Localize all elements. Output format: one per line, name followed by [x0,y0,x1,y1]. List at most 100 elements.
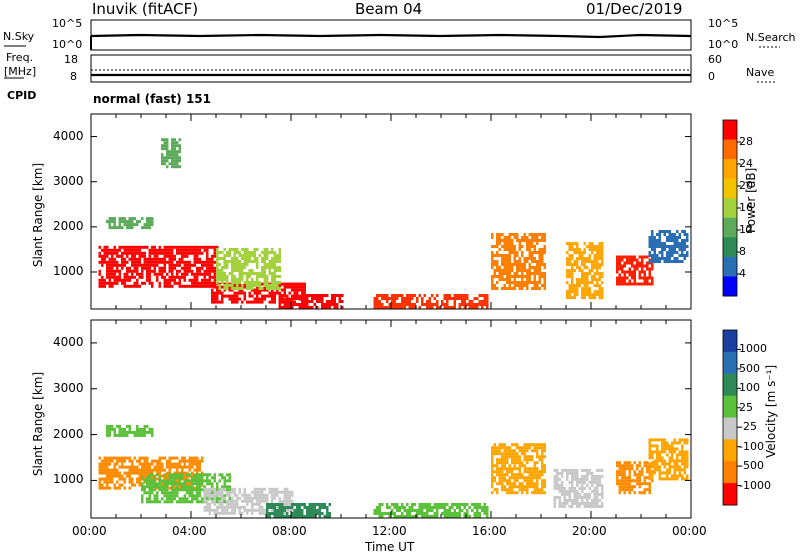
data-cell [491,278,494,281]
data-cell [618,279,621,283]
data-cell [641,255,644,259]
data-cell [681,248,684,251]
data-cell [266,515,269,518]
data-cell [451,297,454,300]
data-cell [123,486,126,490]
data-cell [671,477,674,481]
data-cell [426,515,429,518]
data-cell [261,300,264,304]
data-cell [421,515,424,518]
data-cell [168,462,171,466]
data-cell [631,270,634,274]
data-cell [191,488,194,492]
data-cell [108,474,111,478]
data-cell [511,467,514,471]
data-cell [281,503,284,506]
data-cell [208,284,211,288]
data-cell [526,470,529,474]
data-cell [113,281,116,285]
data-region-9 [648,230,689,263]
data-cell [523,449,526,453]
data-cell [263,275,266,278]
data-cell [523,458,526,462]
data-cell [98,278,101,282]
colorbar-tick-label: 12 [739,223,753,236]
data-cell [138,462,141,466]
data-cell [98,483,101,487]
data-cell [233,294,236,298]
data-cell [233,260,236,263]
data-cell [141,269,144,273]
data-cell [541,467,544,471]
data-cell [596,480,599,484]
data-cell [191,251,194,255]
data-cell [581,293,584,297]
data-cell [148,254,151,258]
data-cell [168,269,171,273]
data-cell [501,488,504,492]
colorbar-segment [723,461,737,484]
data-cell [486,303,489,306]
data-cell [146,468,149,472]
data-cell [98,260,101,264]
data-cell [396,306,399,309]
data-cell [266,284,269,287]
data-cell [121,220,124,224]
data-cell [601,468,604,472]
data-cell [303,515,306,518]
data-cell [193,251,196,255]
data-cell [566,474,569,478]
data-cell [113,433,116,437]
data-cell [626,464,629,468]
data-cell [208,275,211,279]
data-cell [601,245,604,249]
data-cell [408,515,411,518]
data-cell [183,488,186,492]
data-cell [508,467,511,471]
data-cell [621,267,624,271]
data-cell [598,290,601,294]
data-cell [208,511,211,515]
data-cell [681,468,684,472]
data-cell [146,485,149,489]
data-cell [596,251,599,255]
data-cell [148,427,151,431]
data-cell [118,226,121,230]
data-cell [191,245,194,249]
data-cell [291,506,294,509]
data-cell [658,242,661,245]
data-cell [518,257,521,260]
data-cell [113,427,116,431]
data-cell [228,488,231,492]
data-cell [298,515,301,518]
data-cell [243,487,246,491]
data-cell [206,487,209,491]
data-cell [221,300,224,304]
data-cell [453,509,456,512]
data-cell [268,269,271,272]
data-cell [508,254,511,257]
data-cell [211,294,214,298]
data-cell [568,245,571,249]
data-cell [148,488,151,492]
data-cell [593,260,596,264]
data-cell [571,474,574,478]
data-cell [146,266,149,270]
data-cell [416,297,419,300]
data-cell [241,254,244,257]
data-cell [648,276,651,280]
data-cell [166,153,169,157]
data-cell [291,297,294,301]
data-cell [573,498,576,502]
data-cell [328,512,331,515]
data-cell [228,505,231,509]
data-cell [516,443,519,447]
data-cell [651,471,654,475]
data-cell [103,254,106,258]
data-cell [148,471,151,475]
data-cell [208,263,211,267]
data-cell [663,477,666,481]
data-cell [258,508,261,512]
data-cell [158,471,161,475]
data-cell [113,483,116,487]
